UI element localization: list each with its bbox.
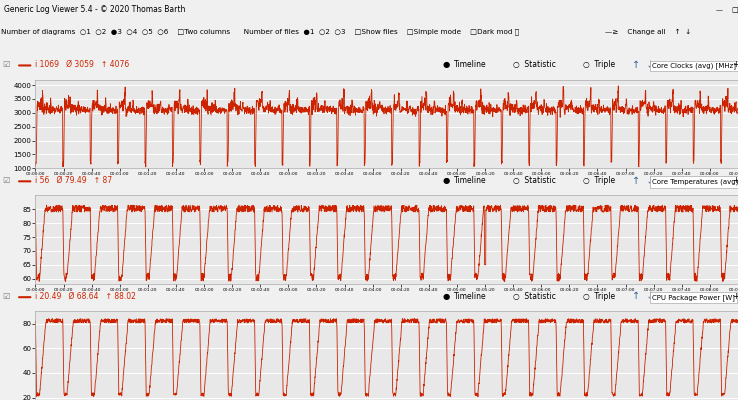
Text: ○  Statistic: ○ Statistic (513, 176, 556, 185)
Text: —≥    Change all    ↑  ↓: —≥ Change all ↑ ↓ (605, 28, 692, 34)
Text: Number of diagrams  ○1  ○2  ●3  ○4  ○5  ○6    □Two columns      Number of files : Number of diagrams ○1 ○2 ●3 ○4 ○5 ○6 □Tw… (1, 28, 520, 35)
Text: Core Clocks (avg) [MHz]: Core Clocks (avg) [MHz] (652, 63, 736, 69)
Text: +: + (732, 292, 738, 301)
Text: Timeline: Timeline (454, 292, 486, 301)
Text: ○  Triple: ○ Triple (583, 292, 615, 301)
Text: Timeline: Timeline (454, 60, 486, 69)
Text: ↑  ↓: ↑ ↓ (632, 60, 654, 70)
Text: ●: ● (443, 176, 450, 185)
Text: ●: ● (443, 292, 450, 301)
Text: Generic Log Viewer 5.4 - © 2020 Thomas Barth: Generic Log Viewer 5.4 - © 2020 Thomas B… (4, 5, 185, 14)
Text: ☑: ☑ (2, 292, 10, 301)
Text: Core Temperatures (avg) [°C]: Core Temperatures (avg) [°C] (652, 178, 738, 186)
Text: +: + (732, 176, 738, 185)
Text: i 1069   Ø 3059   ↑ 4076: i 1069 Ø 3059 ↑ 4076 (35, 60, 130, 69)
Text: Timeline: Timeline (454, 176, 486, 185)
Text: —    □    ✕: — □ ✕ (716, 7, 738, 13)
Text: i 20.49   Ø 68.64   ↑ 88.02: i 20.49 Ø 68.64 ↑ 88.02 (35, 292, 137, 301)
Text: ●: ● (443, 60, 450, 69)
Text: ↑  ↓: ↑ ↓ (632, 176, 654, 186)
Text: CPU Package Power [W]: CPU Package Power [W] (652, 294, 734, 301)
Text: ☑: ☑ (2, 176, 10, 185)
Text: ○  Statistic: ○ Statistic (513, 292, 556, 301)
Text: ○  Triple: ○ Triple (583, 60, 615, 69)
Text: i 56   Ø 79.49   ↑ 87: i 56 Ø 79.49 ↑ 87 (35, 176, 113, 185)
Text: ☑: ☑ (2, 60, 10, 69)
Text: ○  Statistic: ○ Statistic (513, 60, 556, 69)
Text: ○  Triple: ○ Triple (583, 176, 615, 185)
Text: ↑  ↓: ↑ ↓ (632, 291, 654, 301)
Text: +: + (732, 60, 738, 69)
